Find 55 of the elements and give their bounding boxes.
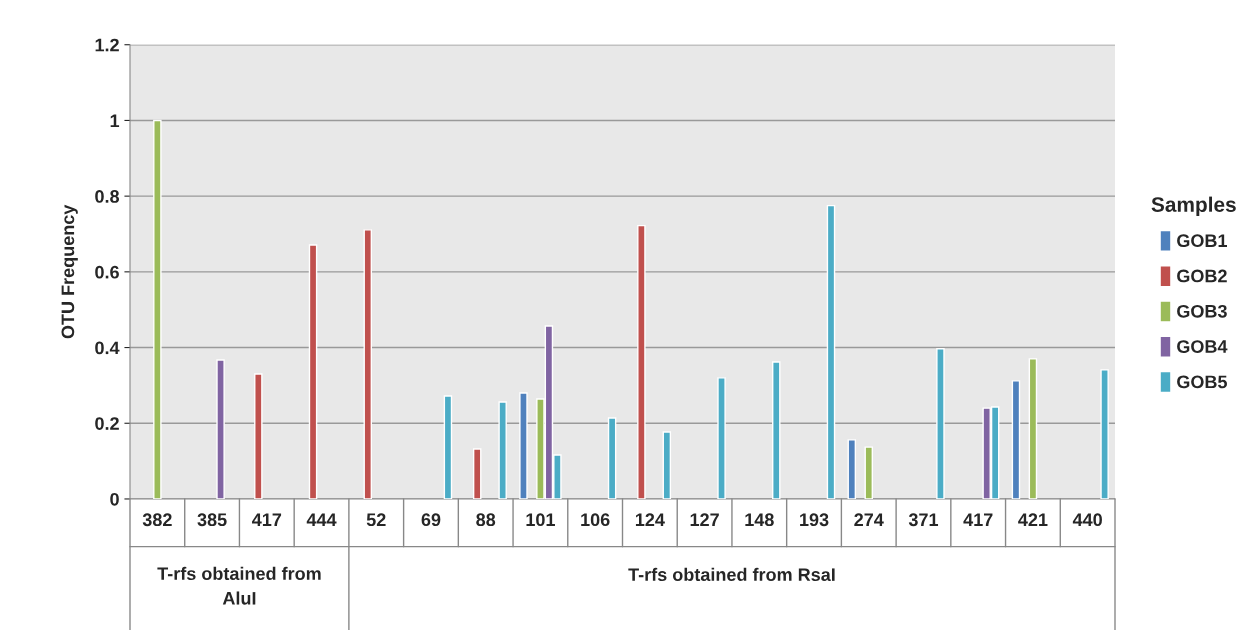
text: T-rfs obtained from RsaI: [628, 567, 835, 582]
y-axis-title: OTU Frequency: [61, 204, 78, 339]
y-tick-label: 0.4: [95, 341, 120, 355]
bar: [847, 439, 857, 499]
x-tick-label: 371: [908, 513, 939, 527]
x-tick-label: 382: [142, 513, 172, 527]
x-tick-label: 52: [366, 513, 386, 527]
legend-label: GOB4: [1177, 340, 1228, 353]
y-tick-label: 1.2: [95, 38, 119, 52]
bar: [1100, 369, 1109, 499]
bar: [363, 229, 373, 499]
y-tick-label: 0: [110, 492, 119, 506]
text: T-rfs obtained from AluI: [157, 566, 321, 605]
y-tick-label: 1: [110, 114, 120, 127]
x-tick-label: 88: [476, 513, 496, 527]
legend-label: GOB2: [1177, 269, 1227, 283]
x-tick-label: 444: [306, 513, 337, 526]
bar: [443, 395, 453, 499]
y-tick-label: 0.8: [95, 190, 120, 203]
bar: [936, 347, 945, 499]
x-tick-label: 69: [421, 513, 441, 527]
bar: [772, 361, 781, 499]
bar: [717, 377, 726, 499]
bar: [498, 401, 507, 499]
bar: [472, 448, 482, 499]
x-tick-label: 193: [800, 513, 829, 527]
bar: [153, 119, 162, 499]
x-tick-label: 421: [1018, 513, 1048, 526]
x-tick-label: 417: [252, 513, 282, 526]
bar: [519, 392, 528, 499]
bar: [1028, 358, 1038, 499]
bar: [637, 224, 646, 499]
bar: [826, 204, 836, 499]
x-tick-label: 440: [1072, 513, 1102, 527]
legend-label: GOB1: [1177, 234, 1227, 248]
x-tick-label: 106: [581, 513, 610, 527]
x-tick-label: 148: [745, 513, 774, 527]
bar: [254, 373, 263, 499]
x-tick-label: 274: [854, 513, 884, 526]
bar: [607, 417, 617, 499]
y-tick-label: 0.6: [95, 265, 119, 279]
bar: [308, 244, 318, 499]
legend-label: GOB5: [1177, 375, 1227, 389]
bar: [662, 431, 672, 499]
bar: [864, 446, 874, 499]
x-tick-label: 127: [690, 513, 719, 526]
x-tick-label: 124: [635, 513, 665, 526]
x-tick-label: 385: [197, 513, 227, 527]
x-tick-label: 101: [526, 513, 555, 527]
x-tick-label: 417: [963, 513, 993, 526]
bar: [1011, 380, 1021, 499]
legend-title: Samples: [1151, 196, 1236, 217]
bar: [216, 359, 225, 499]
y-tick-label: 0.2: [95, 417, 119, 430]
legend-label: GOB3: [1177, 304, 1227, 318]
